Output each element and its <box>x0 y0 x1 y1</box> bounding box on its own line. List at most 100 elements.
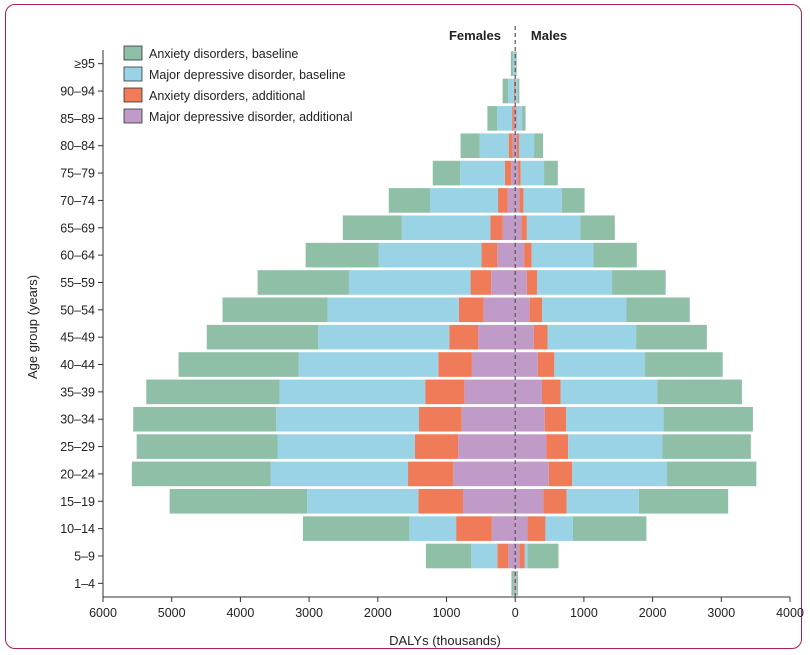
x-tick-label: 5000 <box>158 606 186 620</box>
legend: Anxiety disorders, baseline Major depress… <box>123 45 353 124</box>
bar-females-2-age-6 <box>276 406 420 432</box>
bar-females-3-age-15 <box>504 160 512 186</box>
bar-females-1-age-13 <box>342 215 402 241</box>
bar-females-1-age-11 <box>257 270 349 295</box>
legend-swatch-2 <box>123 66 143 82</box>
bar-females-3-age-5 <box>414 434 459 459</box>
y-tick-label: 5–9 <box>74 549 95 563</box>
legend-swatch-4 <box>123 108 143 124</box>
bar-females-2-age-16 <box>479 133 509 159</box>
bar-males-3-age-6 <box>544 406 567 432</box>
bar-females-1-age-7 <box>146 379 280 405</box>
bar-males-3-age-16 <box>516 133 519 159</box>
bar-females-2-age-17 <box>496 106 513 131</box>
x-tick-label: 4000 <box>226 606 254 620</box>
bar-males-2-age-14 <box>523 188 562 213</box>
bar-females-2-age-1 <box>471 543 498 569</box>
bar-females-4-age-10 <box>483 297 516 323</box>
bar-males-1-age-6 <box>663 406 753 432</box>
bar-males-3-age-10 <box>529 297 542 323</box>
bar-females-2-age-19 <box>512 51 515 76</box>
y-tick-label: 40–44 <box>60 358 95 372</box>
bar-females-1-age-1 <box>425 543 472 569</box>
bar-females-1-age-9 <box>206 324 319 350</box>
bar-females-2-age-5 <box>277 434 415 459</box>
bar-males-2-age-17 <box>516 106 523 131</box>
bar-males-1-age-10 <box>626 297 690 323</box>
bar-males-3-age-2 <box>527 516 546 541</box>
bar-males-3-age-4 <box>548 461 573 487</box>
y-tick-label: 15–19 <box>60 495 95 509</box>
bar-males-4-age-1 <box>515 543 520 569</box>
bar-males-2-age-3 <box>566 488 639 514</box>
bar-females-4-age-4 <box>453 461 516 487</box>
bar-females-3-age-3 <box>418 488 463 514</box>
bar-males-2-age-11 <box>537 270 613 295</box>
bar-females-4-age-17 <box>513 106 516 131</box>
bar-males-1-age-11 <box>612 270 666 295</box>
y-tick-label: 45–49 <box>60 331 95 345</box>
bar-males-4-age-7 <box>515 379 542 405</box>
y-axis: 1–4 5–9 10–14 15–19 20–24 25–29 30–34 35–39 40–4… <box>60 50 104 597</box>
y-tick-label: 80–84 <box>60 139 95 153</box>
bar-males-4-age-11 <box>515 270 527 295</box>
bar-males-1-age-18 <box>517 78 520 104</box>
bar-males-2-age-10 <box>541 297 627 323</box>
x-axis: 6000 5000 4000 3000 2000 1000 0 1000 2000 3000 400… <box>89 596 804 620</box>
bar-males-1-age-13 <box>580 215 615 241</box>
bar-females-3-age-7 <box>425 379 465 405</box>
bar-males-3-age-17 <box>515 106 517 131</box>
bar-females-3-age-18 <box>513 78 515 104</box>
bar-females-4-age-11 <box>491 270 516 295</box>
bar-males-4-age-8 <box>515 352 538 377</box>
bar-males-3-age-5 <box>546 434 569 459</box>
bar-females-3-age-17 <box>512 106 514 131</box>
bar-males-1-age-15 <box>544 160 558 186</box>
bar-females-1-age-8 <box>178 352 299 377</box>
bar-males-4-age-10 <box>515 297 530 323</box>
bar-males-3-age-14 <box>519 188 524 213</box>
bar-females-1-age-17 <box>487 106 497 131</box>
x-tick-label: 3000 <box>707 606 735 620</box>
bar-females-4-age-6 <box>461 406 516 432</box>
x-tick-label: 1000 <box>570 606 598 620</box>
bar-males-3-age-9 <box>533 324 548 350</box>
y-tick-label: 75–79 <box>60 167 95 181</box>
bar-males-2-age-9 <box>547 324 637 350</box>
bar-females-2-age-14 <box>430 188 499 213</box>
bar-males-4-age-2 <box>515 516 528 541</box>
bar-females-3-age-9 <box>449 324 479 350</box>
bar-females-1-age-5 <box>136 434 278 459</box>
bar-males-2-age-1 <box>524 543 528 569</box>
bar-females-1-age-14 <box>388 188 431 213</box>
y-tick-label: 85–89 <box>60 112 95 126</box>
y-tick-label: 70–74 <box>60 194 95 208</box>
y-axis-title: Age group (years) <box>25 275 40 379</box>
bar-females-2-age-3 <box>307 488 419 514</box>
bar-males-2-age-6 <box>566 406 664 432</box>
bar-females-4-age-5 <box>458 434 516 459</box>
bar-females-3-age-1 <box>497 543 509 569</box>
bar-females-3-age-14 <box>498 188 508 213</box>
bar-females-3-age-16 <box>508 133 513 159</box>
bar-males-2-age-15 <box>520 160 545 186</box>
bar-females-4-age-2 <box>491 516 516 541</box>
y-tick-label: 30–34 <box>60 413 95 427</box>
bar-males-2-age-13 <box>526 215 581 241</box>
bar-males-1-age-16 <box>534 133 544 159</box>
y-tick-label: 50–54 <box>60 303 95 317</box>
figure-frame <box>5 4 802 649</box>
bar-males-2-age-16 <box>518 133 535 159</box>
y-tick-label: 60–64 <box>60 249 95 263</box>
bar-females-2-age-0 <box>513 571 515 596</box>
bar-females-1-age-6 <box>133 406 277 432</box>
bar-females-4-age-8 <box>471 352 516 377</box>
bar-females-4-age-13 <box>502 215 516 241</box>
bar-males-4-age-15 <box>515 160 518 186</box>
x-tick-label: 1000 <box>433 606 461 620</box>
bar-females-3-age-2 <box>456 516 492 541</box>
bar-males-1-age-17 <box>522 106 526 131</box>
y-tick-label: 20–24 <box>60 467 95 481</box>
bar-females-2-age-10 <box>327 297 459 323</box>
